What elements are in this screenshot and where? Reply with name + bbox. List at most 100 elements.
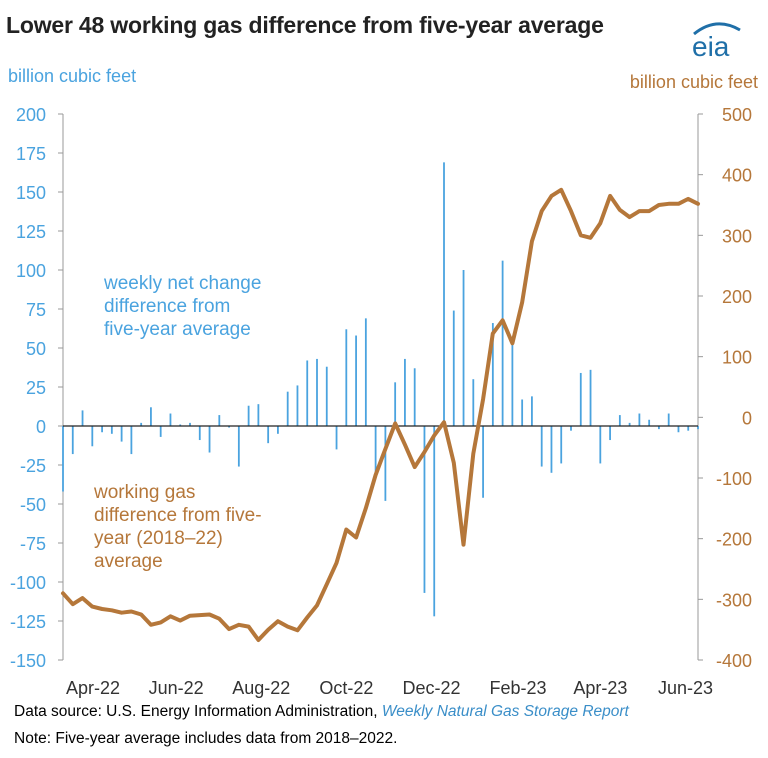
right-tick-label: 200 bbox=[722, 287, 752, 307]
right-tick-label: 0 bbox=[742, 408, 752, 428]
data-source-text: Data source: U.S. Energy Information Adm… bbox=[14, 703, 382, 720]
left-axis-label: billion cubic feet bbox=[8, 66, 137, 86]
chart-title: Lower 48 working gas difference from fiv… bbox=[6, 12, 604, 38]
x-tick-label: Aug-22 bbox=[232, 678, 290, 698]
left-tick-label: -25 bbox=[20, 456, 46, 476]
left-tick-label: -100 bbox=[10, 573, 46, 593]
right-tick-label: -100 bbox=[716, 469, 752, 489]
eia-logo: eia bbox=[692, 22, 741, 62]
right-tick-label: -300 bbox=[716, 590, 752, 610]
bar-weekly-net-change bbox=[247, 405, 250, 426]
bar-weekly-net-change bbox=[218, 415, 221, 426]
bar-weekly-net-change bbox=[658, 426, 660, 430]
right-tick-label: -400 bbox=[716, 651, 752, 671]
left-tick-label: 100 bbox=[16, 261, 46, 281]
left-tick-label: -75 bbox=[20, 534, 46, 554]
bar-weekly-net-change bbox=[599, 426, 602, 464]
bar-weekly-net-change bbox=[71, 426, 74, 455]
bar-weekly-net-change bbox=[150, 407, 152, 426]
bar-weekly-net-change bbox=[433, 426, 436, 617]
bar-weekly-net-change bbox=[531, 396, 533, 426]
bar-weekly-net-change bbox=[677, 426, 680, 433]
bar-weekly-net-change bbox=[140, 422, 143, 426]
bar-weekly-net-change bbox=[355, 335, 357, 426]
bar-weekly-net-change bbox=[609, 426, 611, 441]
bar-weekly-net-change bbox=[462, 270, 465, 426]
x-tick-label: Feb-23 bbox=[490, 678, 547, 698]
bars-annotation-line-1: weekly net change bbox=[104, 273, 262, 294]
bar-weekly-net-change bbox=[179, 424, 182, 426]
bar-weekly-net-change bbox=[550, 426, 553, 473]
bar-weekly-net-change bbox=[316, 358, 318, 426]
x-tick-label: Oct-22 bbox=[319, 678, 373, 698]
bar-weekly-net-change bbox=[404, 358, 406, 426]
right-tick-label: 500 bbox=[722, 105, 752, 125]
left-tick-label: 125 bbox=[16, 222, 46, 242]
bar-weekly-net-change bbox=[91, 426, 94, 447]
bar-weekly-net-change bbox=[120, 426, 123, 442]
bar-weekly-net-change bbox=[384, 426, 387, 501]
bar-weekly-net-change bbox=[697, 426, 699, 430]
bar-weekly-net-change bbox=[335, 426, 338, 450]
bars-annotation-line-3: five-year average bbox=[104, 319, 251, 340]
left-tick-label: 175 bbox=[16, 144, 46, 164]
bar-weekly-net-change bbox=[110, 426, 113, 434]
bar-weekly-net-change bbox=[511, 343, 514, 426]
bar-weekly-net-change bbox=[540, 426, 543, 467]
line-working-gas-difference bbox=[61, 187, 700, 642]
bar-weekly-net-change bbox=[198, 426, 201, 441]
right-tick-label: -200 bbox=[716, 530, 752, 550]
left-tick-label: -50 bbox=[20, 495, 46, 515]
left-tick-label: 150 bbox=[16, 183, 46, 203]
bar-weekly-net-change bbox=[589, 369, 592, 426]
bar-weekly-net-change bbox=[667, 413, 670, 426]
bar-weekly-net-change bbox=[628, 422, 631, 426]
bar-weekly-net-change bbox=[501, 260, 504, 426]
left-tick-label: 25 bbox=[26, 378, 46, 398]
logo-text: eia bbox=[692, 31, 730, 62]
bar-weekly-net-change bbox=[687, 426, 690, 431]
right-tick-label: 300 bbox=[722, 226, 752, 246]
left-tick-label: -125 bbox=[10, 612, 46, 632]
bars-annotation-line-2: difference from bbox=[104, 296, 231, 317]
bar-weekly-net-change bbox=[277, 426, 279, 434]
bar-weekly-net-change bbox=[579, 372, 582, 426]
left-tick-label: 75 bbox=[26, 300, 46, 320]
footnote: Note: Five-year average includes data fr… bbox=[14, 730, 398, 747]
line-annotation-line-1: working gas bbox=[94, 482, 196, 503]
bars-annotation: weekly net change difference from five-y… bbox=[104, 272, 261, 341]
bar-weekly-net-change bbox=[482, 426, 484, 498]
data-source: Data source: U.S. Energy Information Adm… bbox=[14, 703, 629, 721]
x-tick-label: Dec-22 bbox=[403, 678, 461, 698]
bar-weekly-net-change bbox=[413, 368, 416, 426]
bar-weekly-net-change bbox=[169, 413, 172, 426]
line-annotation-line-2: difference from five- bbox=[94, 505, 262, 526]
bar-weekly-net-change bbox=[237, 426, 240, 467]
bar-weekly-net-change bbox=[374, 426, 377, 476]
bar-weekly-net-change bbox=[638, 413, 641, 426]
x-tick-label: Jun-22 bbox=[149, 678, 204, 698]
bar-weekly-net-change bbox=[286, 391, 289, 426]
bar-weekly-net-change bbox=[394, 382, 397, 426]
right-axis-label: billion cubic feet bbox=[629, 72, 758, 92]
bar-weekly-net-change bbox=[208, 426, 211, 453]
bar-weekly-net-change bbox=[296, 385, 299, 426]
line-annotation: working gas difference from five- year (… bbox=[94, 481, 262, 573]
x-tick-label: Jun-23 bbox=[658, 678, 713, 698]
x-tick-label: Apr-23 bbox=[573, 678, 627, 698]
right-tick-label: 400 bbox=[722, 166, 752, 186]
bar-weekly-net-change bbox=[257, 404, 260, 426]
bar-weekly-net-change bbox=[648, 419, 651, 426]
data-source-link[interactable]: Weekly Natural Gas Storage Report bbox=[381, 703, 629, 720]
line-annotation-line-4: average bbox=[94, 551, 163, 572]
bar-weekly-net-change bbox=[452, 310, 455, 426]
bar-weekly-net-change bbox=[345, 329, 348, 426]
line-annotation-line-3: year (2018–22) bbox=[94, 528, 223, 549]
bar-weekly-net-change bbox=[62, 426, 64, 492]
right-tick-label: 100 bbox=[722, 348, 752, 368]
left-tick-label: -150 bbox=[10, 651, 46, 671]
left-tick-label: 50 bbox=[26, 339, 46, 359]
bar-weekly-net-change bbox=[228, 426, 230, 428]
bar-weekly-net-change bbox=[101, 426, 103, 433]
bar-weekly-net-change bbox=[423, 426, 426, 593]
